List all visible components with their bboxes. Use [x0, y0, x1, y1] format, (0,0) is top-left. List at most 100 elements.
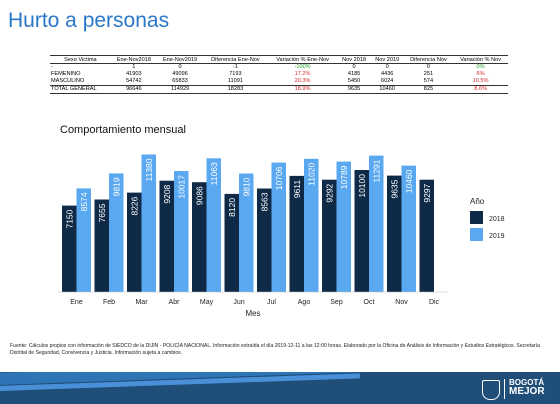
bar-2019-mar [141, 154, 156, 292]
table-cell: 0 [426, 64, 431, 70]
header-nov-2019: Nov 2019 [370, 55, 404, 64]
bar-2019-nov [401, 165, 416, 292]
data-label-2019-nov: 10460 [404, 169, 414, 193]
bar-2019-oct [369, 155, 384, 292]
x-tick-label-may: May [200, 299, 214, 306]
header-diferencia-ene-nov: Diferencia Ene-Nov [203, 55, 268, 64]
bogota-mejor-logo: BOGOTÁ MEJOR [509, 378, 545, 397]
table-cell: 825 [403, 85, 454, 94]
logo-line-2: MEJOR [509, 386, 545, 397]
bar-2018-ene [62, 205, 77, 292]
table-cell: 4436 [380, 71, 394, 77]
bar-2018-abr [159, 180, 174, 292]
table-cell: 18.9% [267, 85, 338, 94]
data-label-2019-abr: 10017 [176, 175, 186, 199]
table-cell: 4185 [347, 71, 361, 77]
table-cell: 251 [423, 71, 434, 77]
x-tick-labels: Ene Feb Mar Abr May Jun Jul Ago Sep Oct Nov Dic [70, 299, 439, 306]
table-cell: 96646 [110, 85, 157, 94]
data-label-2019-mar: 11380 [144, 158, 154, 181]
table-cell: -1 [232, 64, 238, 70]
data-label-2019-sep: 10789 [339, 165, 349, 189]
table-cell: 10.5% [472, 78, 489, 84]
table-cell: 11091 [227, 78, 243, 84]
header-sexo-victima: Sexo Victima [50, 55, 111, 64]
data-label-2019-jun: 9810 [241, 177, 251, 196]
bar-2018-sep [322, 179, 337, 292]
header-nov-2018: Nov 2018 [337, 55, 371, 64]
table-cell: FEMENINO [51, 71, 81, 77]
table-cell: 5450 [347, 78, 361, 84]
bar-2018-oct [354, 170, 369, 292]
data-label-2018-abr: 9208 [162, 184, 172, 203]
data-label-2018-jul: 8563 [259, 192, 269, 211]
header-ene-nov-2018: Ene-Nov2018 [110, 55, 157, 64]
header-variacion-nov: Variación % Nov [453, 55, 508, 64]
legend-swatch-2019 [470, 228, 483, 241]
bar-2018-mar [127, 192, 142, 292]
bars-layer: 7150 8574 7655 9819 8226 11380 9208 10017 9086 11… [62, 154, 434, 292]
data-label-2018-may: 9086 [194, 186, 204, 205]
bar-2018-jul [257, 188, 272, 292]
x-tick-label-sep: Sep [330, 299, 343, 306]
bar-2019-jul [271, 162, 286, 292]
table-row: - 1 0 -1 -100% 0 0 0 0% [50, 64, 508, 72]
table-cell: 114929 [156, 85, 204, 94]
header-variacion-ene-nov: Variación % Ene-Nov [267, 55, 338, 64]
data-label-2018-sep: 9292 [324, 183, 334, 202]
data-label-2018-mar: 8226 [129, 196, 139, 215]
table-cell: 9635 [337, 85, 371, 94]
bar-2018-dic [419, 179, 434, 292]
footer-banner: BOGOTÁ MEJOR [0, 372, 560, 404]
x-tick-label-dic: Dic [429, 299, 440, 306]
x-tick-label-mar: Mar [135, 299, 148, 306]
data-label-2019-feb: 9819 [111, 177, 121, 196]
table-cell: 0% [476, 64, 485, 70]
x-tick-label-jul: Jul [267, 299, 276, 306]
bar-2018-feb [94, 199, 109, 292]
legend-title: Año [470, 197, 485, 206]
data-label-2018-feb: 7655 [97, 203, 107, 222]
bar-2019-feb [109, 173, 124, 292]
table-cell: 0 [178, 64, 182, 70]
x-tick-label-feb: Feb [103, 299, 115, 306]
source-note: Fuente: Cálculos propios con información… [10, 343, 540, 356]
table-row: FEMENINO 41903 49096 7193 17.2% 4185 443… [50, 71, 508, 78]
logo-line-1: BOGOTÁ [509, 378, 545, 387]
table-cell: -100% [294, 64, 311, 70]
x-axis-label: Mes [245, 309, 260, 318]
table-cell: - [51, 64, 53, 70]
bar-2018-jun [224, 193, 239, 292]
table-cell: 18283 [203, 85, 268, 94]
x-tick-label-oct: Oct [364, 299, 375, 306]
header-ene-nov-2019: Ene-Nov2019 [156, 55, 204, 64]
table-cell: TOTAL GENERAL [50, 85, 111, 94]
table-cell: 17.2% [294, 71, 311, 77]
bar-2019-abr [174, 171, 189, 292]
data-label-2019-oct: 11291 [371, 159, 381, 182]
chart-title: Comportamiento mensual [60, 124, 186, 136]
table-cell: 65833 [172, 78, 188, 84]
table-cell: 8.6% [453, 85, 508, 94]
data-label-2019-ene: 8574 [79, 192, 89, 211]
bogota-seal-icon [482, 380, 500, 400]
table-cell: 10460 [370, 85, 404, 94]
bar-2018-nov [387, 175, 402, 292]
legend-label-2019: 2019 [489, 233, 505, 240]
table-cell: 20.3% [294, 78, 311, 84]
data-label-2019-ago: 11020 [306, 163, 316, 186]
summary-table: Sexo Victima Ene-Nov2018 Ene-Nov2019 Dif… [50, 55, 508, 94]
table-cell: 7193 [229, 71, 242, 77]
table-cell: 41903 [126, 71, 142, 77]
bar-2019-may [206, 158, 221, 292]
legend-swatch-2018 [470, 211, 483, 224]
bar-2018-may [192, 182, 207, 292]
table-cell: 6024 [380, 78, 394, 84]
header-diferencia-nov: Diferencia Nov [403, 55, 454, 64]
logo-divider [504, 379, 505, 399]
x-tick-label-jun: Jun [233, 299, 244, 306]
table-cell: 54742 [126, 78, 142, 84]
table-cell: 6% [476, 71, 485, 77]
bar-2019-sep [336, 161, 351, 292]
table-cell: 0 [352, 64, 356, 70]
